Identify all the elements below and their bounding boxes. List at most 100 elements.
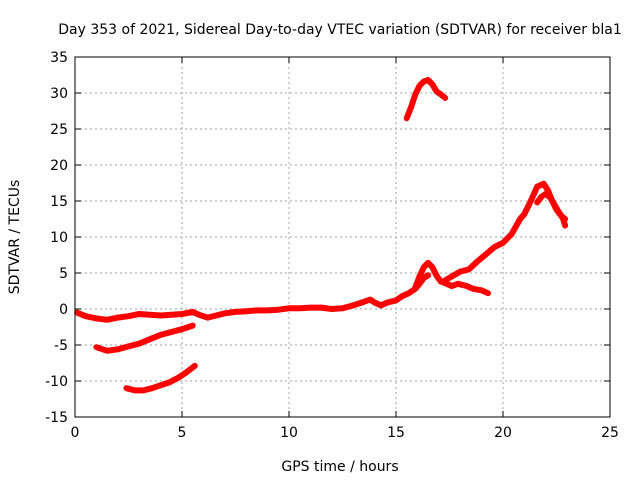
x-tick-label: 0 <box>71 425 80 441</box>
data-point <box>136 341 142 347</box>
data-point <box>562 222 568 229</box>
data-point <box>222 310 228 316</box>
data-point <box>297 305 303 311</box>
series-line <box>93 322 196 354</box>
data-point <box>125 343 132 349</box>
data-point <box>339 305 346 311</box>
data-point <box>179 326 185 332</box>
data-point <box>179 311 185 317</box>
data-point <box>421 78 427 85</box>
data-point <box>534 199 540 205</box>
data-point <box>123 385 129 391</box>
data-point <box>318 305 324 311</box>
data-point <box>205 315 211 321</box>
data-point <box>457 269 463 275</box>
data-point <box>474 258 480 265</box>
data-point <box>393 297 399 303</box>
data-point <box>183 369 189 375</box>
data-point <box>479 287 485 293</box>
data-point <box>168 312 174 318</box>
data-point <box>147 336 153 342</box>
data-point <box>521 211 528 217</box>
data-point <box>534 184 540 190</box>
data-point <box>541 181 547 187</box>
data-point <box>399 293 405 299</box>
y-tick-label: 35 <box>50 50 68 66</box>
data-point <box>547 194 553 200</box>
data-point <box>254 307 260 313</box>
data-point <box>528 198 534 204</box>
y-tick-label: -10 <box>45 374 68 390</box>
data-point <box>384 299 390 306</box>
series-arc-high <box>403 77 449 122</box>
data-point <box>93 344 99 350</box>
data-point <box>421 264 427 270</box>
y-tick-label: 25 <box>50 122 68 138</box>
data-point <box>560 215 566 221</box>
data-point <box>425 272 431 278</box>
grid-lines <box>75 57 610 417</box>
data-series <box>74 77 569 394</box>
data-point <box>408 104 414 110</box>
series-arc-low <box>123 362 198 394</box>
data-point <box>543 191 549 197</box>
x-tick-label: 25 <box>601 425 619 441</box>
data-point <box>416 83 423 89</box>
axis-ticks: 0 5 10 15 20 25 -15 -10 -5 0 5 10 15 20 25 30 35 <box>45 50 619 441</box>
data-point <box>367 297 373 303</box>
data-point <box>551 202 558 208</box>
data-point <box>136 311 142 317</box>
series-arc-lower-peak <box>534 190 569 229</box>
data-point <box>440 279 446 285</box>
data-point <box>192 363 198 369</box>
data-point <box>442 95 448 101</box>
data-point <box>412 91 418 97</box>
data-point <box>500 240 506 246</box>
x-tick-label: 15 <box>387 425 405 441</box>
data-point <box>74 310 80 316</box>
data-point <box>125 313 132 319</box>
series-arc-main <box>74 272 432 323</box>
data-point <box>438 91 444 97</box>
data-point <box>158 332 164 338</box>
data-point <box>132 387 138 393</box>
data-point <box>350 302 356 308</box>
data-point <box>538 194 545 200</box>
data-point <box>429 81 435 87</box>
y-axis-label: SDTVAR / TECUs <box>7 180 23 295</box>
x-tick-label: 20 <box>494 425 512 441</box>
y-tick-label: 30 <box>50 86 68 102</box>
y-tick-label: -15 <box>45 410 68 426</box>
y-tick-label: 5 <box>59 266 68 282</box>
data-point <box>115 315 121 321</box>
data-point <box>104 348 110 354</box>
data-point <box>404 115 410 121</box>
x-tick-label: 10 <box>280 425 298 441</box>
data-point <box>470 286 476 292</box>
data-point <box>158 382 164 388</box>
data-point <box>175 375 181 381</box>
data-point <box>196 312 202 318</box>
data-point <box>329 306 335 312</box>
data-point <box>166 379 172 385</box>
series-line <box>74 272 432 323</box>
y-tick-label: 20 <box>50 158 68 174</box>
data-point <box>307 305 313 311</box>
data-point <box>378 302 384 308</box>
data-point <box>190 323 196 329</box>
y-tick-label: 10 <box>50 230 68 246</box>
y-tick-label: 0 <box>59 302 68 318</box>
data-point <box>190 309 196 315</box>
data-point <box>412 284 418 290</box>
data-point <box>517 216 523 222</box>
data-point <box>455 281 461 287</box>
data-point <box>449 274 455 280</box>
data-point <box>464 283 470 289</box>
data-point <box>232 309 239 315</box>
data-point <box>434 89 440 95</box>
data-point <box>361 299 367 305</box>
data-point <box>485 290 491 296</box>
data-point <box>434 273 440 279</box>
